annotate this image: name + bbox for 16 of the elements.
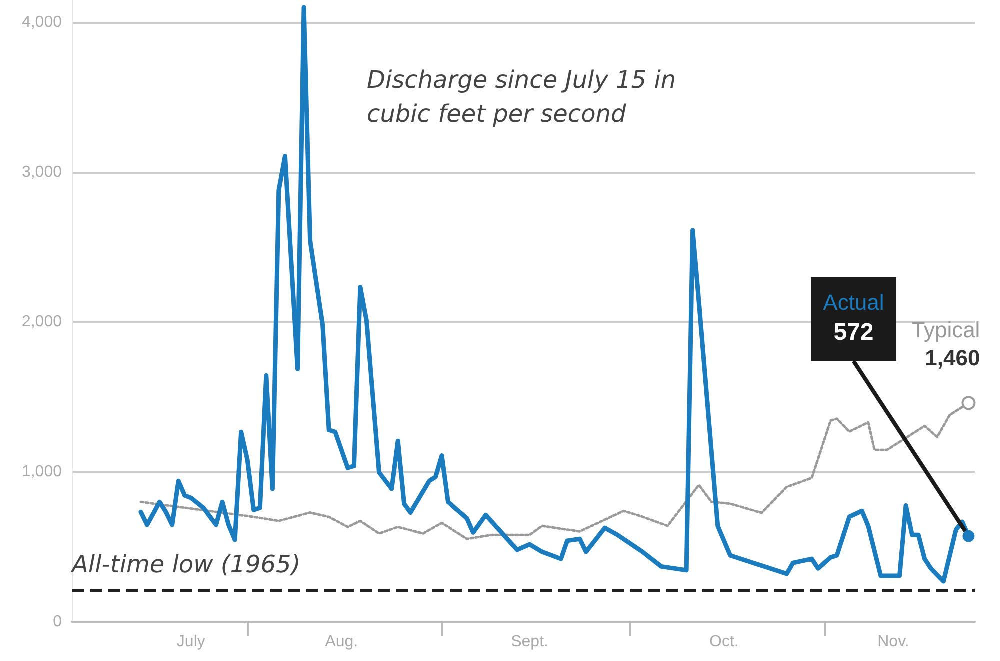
ref-line-label: All-time low (1965) bbox=[70, 550, 301, 579]
x-tick-label: July bbox=[176, 634, 206, 650]
y-tick-label: 0 bbox=[53, 614, 62, 630]
y-tick-label: 2,000 bbox=[22, 314, 62, 331]
y-tick-label: 1,000 bbox=[22, 464, 62, 481]
x-tick-label: Sept. bbox=[511, 634, 548, 650]
text: Discharge since July 15 in cubic feet per second bbox=[367, 66, 684, 128]
text: Actual bbox=[823, 290, 884, 315]
y-tick-label: 4,000 bbox=[22, 14, 62, 31]
y-tick-label: 3,000 bbox=[22, 164, 62, 181]
data-label: 572 bbox=[834, 318, 874, 346]
data-label: 1,460 bbox=[925, 346, 980, 371]
text: Typical bbox=[912, 318, 980, 343]
x-tick-label: Aug. bbox=[325, 634, 358, 650]
x-tick-label: Nov. bbox=[878, 634, 910, 650]
x-tick-label: Oct. bbox=[709, 634, 739, 650]
